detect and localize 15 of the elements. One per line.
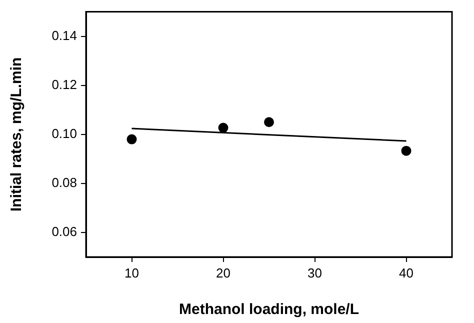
point <box>264 117 274 128</box>
y-tick-label: 0.12 <box>52 76 77 92</box>
y-tick-label: 0.06 <box>52 224 77 240</box>
x-tick-label: 20 <box>216 265 230 280</box>
point <box>126 134 137 144</box>
point <box>401 146 412 156</box>
x-tick-label: 40 <box>399 265 414 280</box>
y-tick-label: 0.08 <box>52 175 77 190</box>
x-axis-title: Methanol loading, mole/L <box>179 301 359 318</box>
y-axis-title: Initial rates, mg/L.min <box>8 57 26 212</box>
y-tick-label: 0.10 <box>52 126 77 141</box>
point <box>218 122 228 133</box>
x-tick-label: 10 <box>124 265 139 280</box>
y-tick-label: 0.14 <box>52 28 77 43</box>
x-tick-label: 30 <box>308 265 322 280</box>
